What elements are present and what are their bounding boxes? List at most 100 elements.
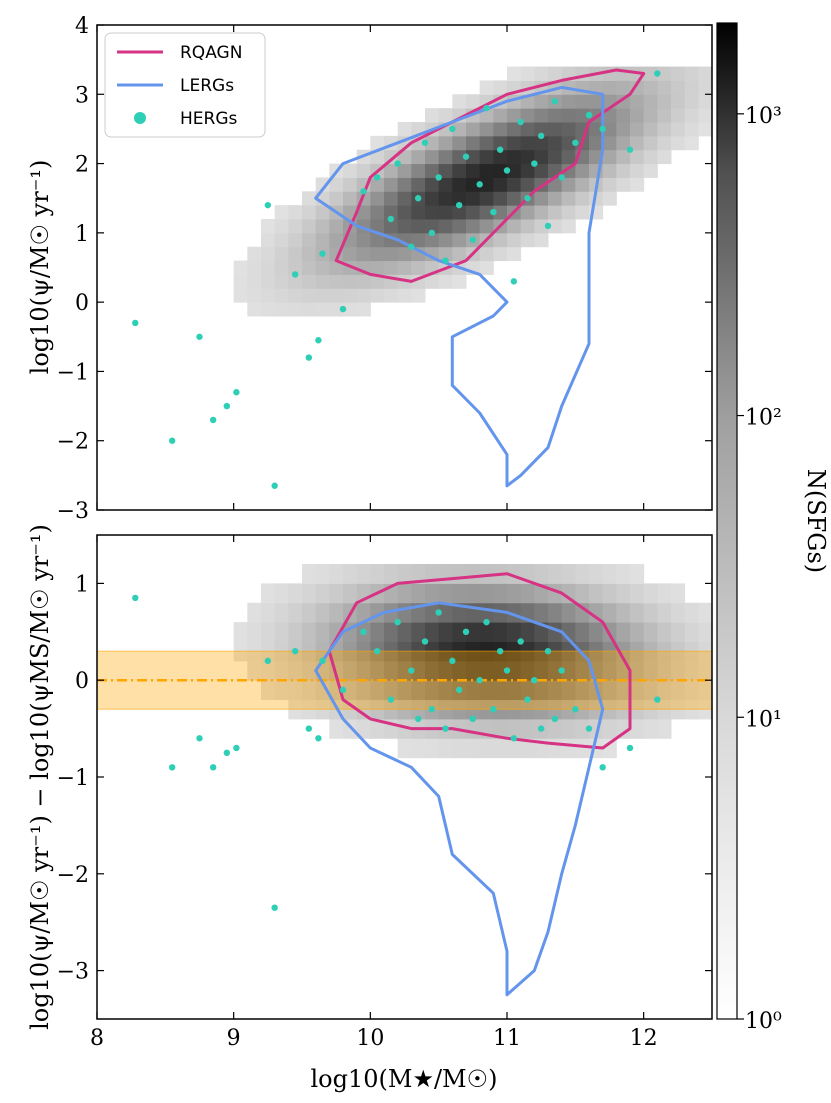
histogram-cell [616,583,631,604]
herg-point [168,764,176,771]
histogram-cell [261,288,276,303]
histogram-cell [698,660,712,681]
histogram-cell [602,680,617,701]
histogram-cell [589,122,604,137]
histogram-cell [684,660,699,681]
histogram-cell [561,94,576,109]
histogram-cell [438,622,453,642]
herg-point [428,229,436,237]
herg-point [196,735,203,742]
histogram-cell [370,660,385,681]
histogram-cell [643,80,658,95]
histogram-cell [356,680,371,701]
histogram-cell [479,205,494,220]
histogram-cell [425,163,440,178]
histogram-cell [397,583,412,604]
herg-point [599,764,606,771]
histogram-cell [671,622,686,642]
histogram-cell [548,219,563,234]
histogram-cell [534,219,549,234]
histogram-cell [438,205,453,220]
y-tick-label: −1 [57,360,89,385]
histogram-cell [630,122,645,137]
histogram-cell [315,274,330,289]
histogram-cell [370,288,385,303]
histogram-cell [602,66,617,81]
histogram-cell [657,122,672,137]
histogram-cell [261,232,276,248]
histogram-cell [356,718,371,739]
histogram-cell [425,205,440,220]
herg-point [223,749,231,756]
histogram-cell [493,80,508,95]
histogram-cell [548,205,563,220]
histogram-cell [425,274,440,289]
x-axis-label: log10(M★/M☉) [310,1065,497,1093]
histogram-cell [343,302,358,317]
herg-point [537,132,545,140]
histogram-cell [329,191,344,206]
y-tick-label: 1 [75,572,89,597]
histogram-cell [302,602,317,623]
histogram-cell [370,260,385,275]
histogram-cell [452,738,467,759]
histogram-cell [643,66,658,81]
histogram-cell [534,94,549,109]
herg-point [551,715,559,723]
histogram-cell [616,66,631,81]
histogram-cell [384,680,399,701]
histogram-cell [466,583,481,604]
histogram-cell [698,66,712,81]
histogram-cell [384,660,399,681]
main-sequence-band [97,650,712,710]
x-tick-label: 10 [356,1026,384,1051]
histogram-cell [466,177,481,192]
histogram-cell [479,738,494,759]
histogram-cell [438,219,453,234]
histogram-cell [479,680,494,701]
histogram-cell [315,177,330,192]
histogram-cell [520,622,535,642]
histogram-cell [698,94,712,109]
histogram-cell [261,219,276,234]
histogram-cell [274,288,289,303]
histogram-cell [630,108,645,123]
histogram-cell [575,94,590,109]
histogram-cell [329,302,344,317]
histogram-cell [247,660,262,681]
herg-point [490,706,497,713]
histogram-cell [384,602,399,623]
herg-point [544,647,552,655]
herg-point [517,638,524,645]
histogram-cell [616,122,631,137]
histogram-cell [575,602,590,623]
histogram-cell [548,680,563,701]
histogram-cell [589,94,604,109]
histogram-cell [479,149,494,165]
herg-point [572,706,579,713]
colorbar-label: N(SFGs) [802,469,830,573]
top-panel: −3 −2 −1 0 1 2 3 4 log10(ψ/M☉ yr⁻¹) RQAGN LERGs… [26,14,713,524]
histogram-cell [397,122,412,137]
histogram-cell [233,622,248,642]
histogram-cell [411,260,426,275]
histogram-cell [438,738,453,759]
histogram-cell [671,135,686,151]
legend-hergs-marker [134,112,146,124]
histogram-cell [384,260,399,275]
histogram-cell [643,94,658,109]
histogram-cell [411,738,426,759]
legend: RQAGN LERGs HERGs [104,32,266,138]
histogram-cell [534,564,549,584]
histogram-cell [534,205,549,220]
histogram-cell [397,622,412,642]
histogram-cell [507,122,522,137]
histogram-cell [698,680,712,701]
histogram-cell [616,718,631,739]
histogram-cell [233,288,248,303]
histogram-cell [329,177,344,192]
histogram-cell [630,149,645,165]
histogram-cell [630,718,645,739]
histogram-cell [370,246,385,262]
histogram-cell [438,680,453,701]
